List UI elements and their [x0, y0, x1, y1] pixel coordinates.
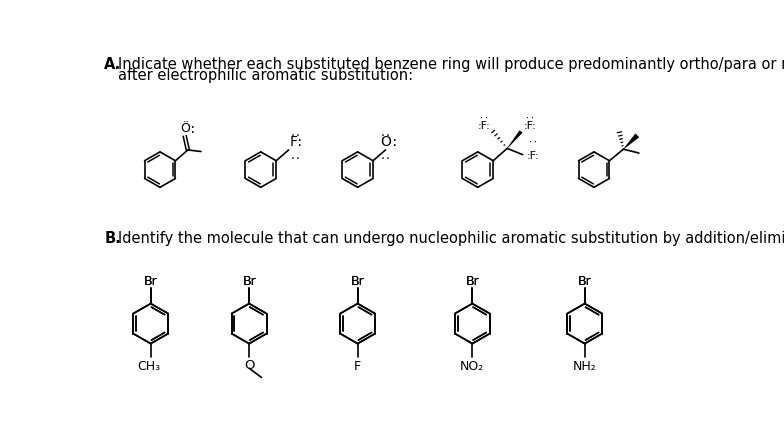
Text: ··: ·· [289, 154, 301, 164]
Text: Indicate whether each substituted benzene ring will produce predominantly ortho/: Indicate whether each substituted benzen… [118, 57, 784, 72]
Text: F: F [354, 359, 361, 372]
Text: O: O [380, 135, 391, 149]
Text: Br: Br [143, 275, 158, 288]
Text: ··: ·· [379, 154, 391, 164]
Text: Ö: Ö [180, 121, 190, 135]
Text: :: : [189, 123, 196, 136]
Text: ··: ·· [479, 115, 489, 124]
Text: Br: Br [350, 275, 365, 288]
Text: Br: Br [466, 275, 479, 288]
Text: Br: Br [242, 275, 256, 288]
Text: ··: ·· [525, 115, 535, 124]
Text: ··: ·· [289, 131, 301, 141]
Polygon shape [623, 134, 639, 150]
Text: after electrophilic aromatic substitution:: after electrophilic aromatic substitutio… [118, 68, 413, 83]
Text: B.: B. [104, 230, 121, 245]
Text: ··: ·· [528, 138, 539, 147]
Text: :F:: :F: [477, 121, 490, 131]
Text: A.: A. [104, 57, 122, 72]
Text: Br: Br [578, 275, 592, 288]
Text: :: : [296, 135, 303, 148]
Text: :F:: :F: [527, 150, 540, 160]
Text: Br: Br [578, 275, 592, 288]
Text: Br: Br [143, 275, 158, 288]
Text: CH₃: CH₃ [137, 359, 160, 372]
Text: NO₂: NO₂ [460, 359, 485, 372]
Text: ··: ·· [379, 131, 391, 141]
Text: Br: Br [350, 275, 365, 288]
Text: Identify the molecule that can undergo nucleophilic aromatic substitution by add: Identify the molecule that can undergo n… [118, 230, 784, 245]
Text: O: O [244, 358, 254, 371]
Text: Br: Br [466, 275, 479, 288]
Text: F: F [289, 135, 297, 149]
Text: NH₂: NH₂ [573, 359, 597, 372]
Polygon shape [507, 131, 523, 149]
Text: :: : [391, 135, 398, 148]
Text: Br: Br [242, 275, 256, 288]
Text: :F:: :F: [524, 121, 537, 131]
